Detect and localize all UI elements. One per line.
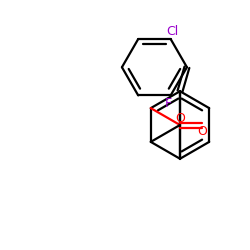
Text: O: O [175, 112, 185, 125]
Text: O: O [198, 125, 207, 138]
Text: Cl: Cl [166, 24, 178, 38]
Text: F: F [164, 97, 172, 110]
